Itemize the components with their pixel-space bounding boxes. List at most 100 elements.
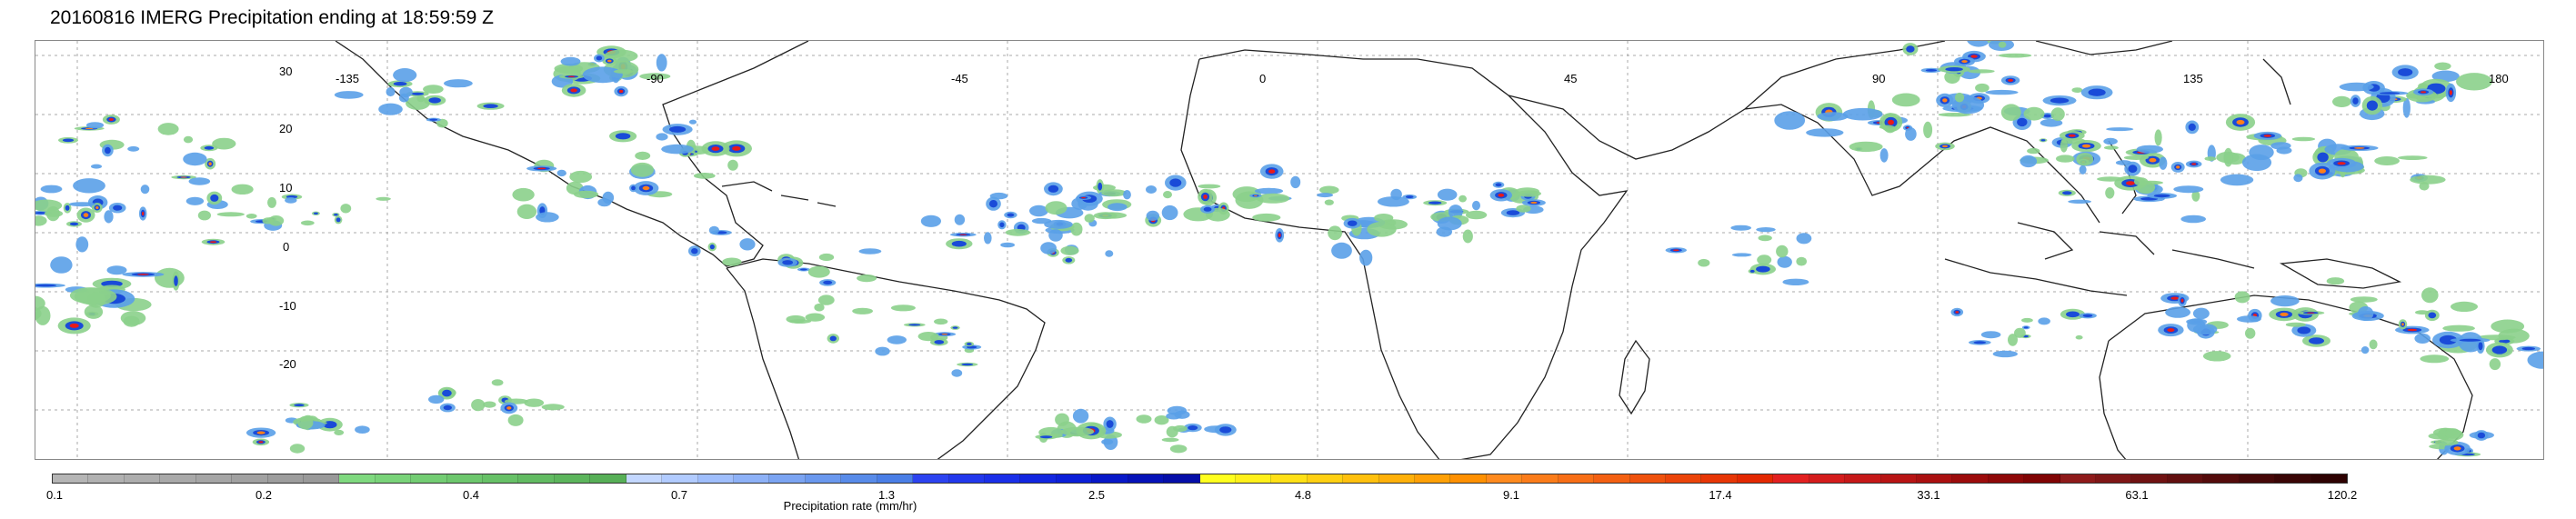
rain-cell-heavy (2478, 342, 2483, 351)
rain-core (2167, 328, 2175, 333)
colorbar-tick: 120.2 (2327, 488, 2358, 502)
rain-cell (35, 306, 42, 321)
colorbar-segment (1737, 474, 1774, 483)
rain-cell (656, 133, 668, 141)
rain-cell (2245, 327, 2256, 339)
rain-cell (875, 346, 890, 356)
rain-cell-heavy (2043, 114, 2051, 118)
rain-core (2337, 162, 2346, 165)
rain-cell (1757, 255, 1772, 265)
rain-cell-heavy (35, 212, 47, 215)
rain-cell-heavy (1945, 67, 1963, 72)
rain-cell (84, 304, 104, 319)
rain-cell (1975, 83, 1990, 93)
lon-label-0: 0 (1259, 72, 1267, 85)
colorbar-segment (1415, 474, 1451, 483)
colorbar-segment (769, 474, 806, 483)
colorbar-segment (1558, 474, 1595, 483)
rain-cell (917, 332, 939, 342)
rain-cell (2270, 142, 2291, 150)
rain-cell-heavy (908, 324, 921, 326)
rain-cell (1472, 200, 1480, 211)
rain-cell (75, 236, 89, 253)
colorbar-tick: 63.1 (2125, 488, 2149, 502)
colorbar-segment (232, 474, 268, 483)
rain-cell-heavy (2352, 97, 2359, 105)
rain-cell-heavy (1495, 183, 1502, 187)
rain-cell (1169, 444, 1188, 454)
rain-cell (1730, 225, 1751, 231)
rain-cell (727, 159, 738, 171)
rain-cell (1108, 203, 1128, 212)
rain-cell (1367, 222, 1397, 237)
rain-core (1673, 249, 1679, 252)
rain-cell (471, 399, 486, 412)
rain-cell-heavy (1188, 425, 1198, 431)
rain-core (1268, 169, 1276, 174)
rain-cell (951, 369, 963, 377)
rain-cell (231, 184, 254, 195)
rain-cell (2332, 95, 2351, 107)
rain-cell (1806, 128, 1844, 137)
rain-cell (2103, 137, 2118, 145)
colorbar-segment (984, 474, 1021, 483)
rain-cell-heavy (2062, 191, 2072, 195)
rain-cell (1146, 185, 1157, 194)
rain-cell (1317, 193, 1333, 198)
rain-cell (104, 210, 114, 224)
colorbar-segment (2275, 474, 2311, 483)
rain-cell (2234, 291, 2250, 304)
rain-cell (614, 69, 634, 74)
rain-cell (1173, 424, 1188, 433)
rain-core (506, 406, 512, 410)
rain-cell (1331, 242, 1352, 259)
rain-cell (185, 196, 205, 205)
rain-cell (2123, 155, 2149, 160)
rain-cell (2021, 317, 2033, 323)
rain-cell (1462, 229, 1473, 244)
rain-cell (630, 162, 655, 177)
rain-cell-heavy (1098, 182, 1103, 191)
rain-cell (1084, 214, 1095, 223)
rain-core (2449, 90, 2452, 95)
colorbar-segment (1307, 474, 1344, 483)
rain-cell-heavy (999, 222, 1005, 228)
rain-cell-heavy (2380, 92, 2401, 95)
rain-cell (1328, 225, 1342, 241)
rain-cell (1437, 188, 1458, 201)
coastline-madagascar (1619, 339, 1650, 415)
rain-cell (887, 335, 907, 344)
rain-cell (1161, 205, 1178, 221)
rain-core (1081, 196, 1086, 199)
rain-core (2307, 312, 2315, 314)
rain-core (2407, 328, 2418, 332)
colorbar-segment (2060, 474, 2097, 483)
rain-cell (2050, 107, 2065, 121)
colorbar-segment (1092, 474, 1128, 483)
rain-cell (2291, 136, 2316, 142)
lon-label-minus90: -90 (647, 72, 664, 85)
coastline-africa (1180, 49, 1629, 459)
rain-cell (1517, 190, 1541, 197)
rain-cell-heavy (2017, 117, 2028, 127)
rain-cell (483, 401, 496, 408)
rain-cell (428, 394, 445, 404)
rain-cell (693, 173, 716, 179)
rain-cell (582, 66, 623, 84)
rain-cell-heavy (2398, 68, 2413, 76)
rain-core (2191, 163, 2197, 165)
rain-cell-heavy (2066, 311, 2080, 318)
rain-cell-heavy (2023, 326, 2029, 329)
rain-cell (2421, 287, 2439, 304)
colorbar-segment (1665, 474, 1702, 483)
colorbar-segment (1128, 474, 1165, 483)
colorbar-segment (590, 474, 626, 483)
rain-cell (1782, 278, 1809, 285)
rain-core (95, 206, 99, 209)
rain-cell (334, 429, 345, 435)
rain-cell (2418, 83, 2428, 90)
rain-cell (1000, 242, 1015, 248)
rain-cell (106, 265, 127, 275)
rain-cell (984, 232, 992, 245)
rain-cell (1938, 113, 1971, 117)
